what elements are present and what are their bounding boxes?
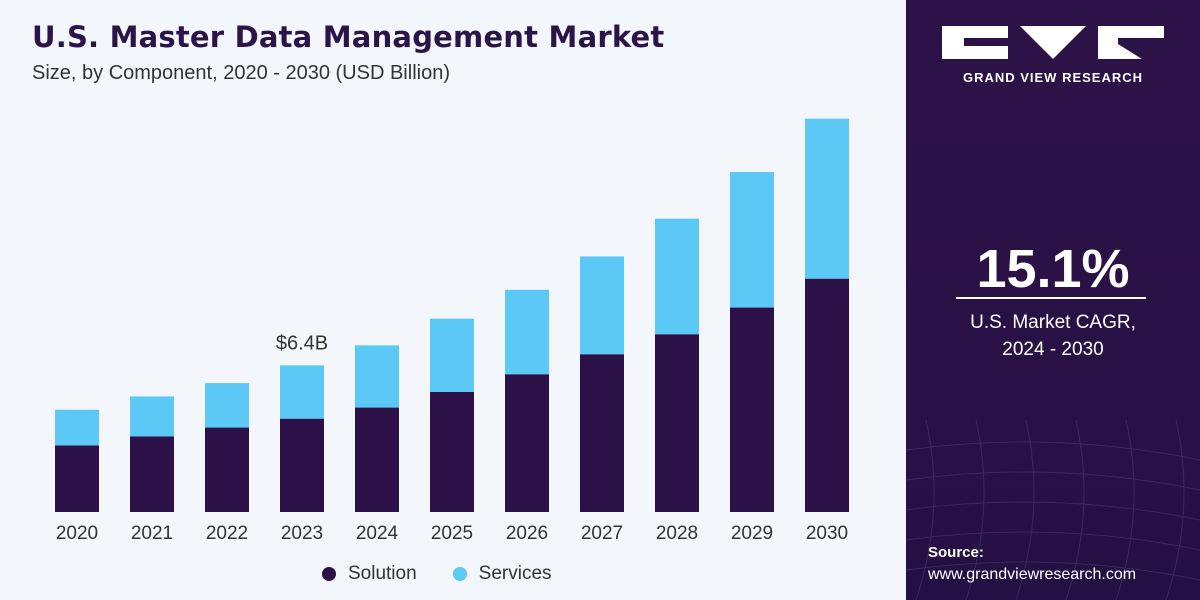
grid-decoration (906, 420, 1200, 600)
cagr-label-line2: 2024 - 2030 (1002, 339, 1104, 360)
bar-solution-2026 (505, 374, 549, 512)
source-label: Source: (928, 544, 984, 561)
bar-solution-2030 (805, 278, 849, 512)
bar-solution-2020 (55, 445, 99, 512)
bar-solution-2024 (355, 407, 399, 512)
bar-solution-2028 (655, 334, 699, 512)
chart-legend: Solution Services (322, 563, 588, 585)
bar-services-2029 (730, 172, 774, 308)
bar-services-2022 (205, 383, 249, 428)
legend-label-solution: Solution (348, 563, 417, 584)
x-tick-label-2027: 2027 (581, 523, 623, 544)
bar-services-2024 (355, 345, 399, 408)
bar-solution-2029 (730, 307, 774, 512)
bar-services-2025 (430, 318, 474, 392)
legend-item-solution: Solution (322, 563, 417, 585)
x-tick-label-2020: 2020 (56, 523, 98, 544)
x-tick-label-2030: 2030 (806, 523, 848, 544)
bar-solution-2021 (130, 436, 174, 512)
x-tick-label-2026: 2026 (506, 523, 548, 544)
chart-title: U.S. Master Data Management Market (32, 20, 665, 54)
bar-services-2023 (280, 365, 324, 419)
bar-services-2020 (55, 409, 99, 446)
bar-services-2027 (580, 256, 624, 355)
info-sidebar: GRAND VIEW RESEARCH 15.1% U.S. Market CA… (906, 0, 1200, 600)
x-tick-label-2022: 2022 (206, 523, 248, 544)
bar-services-2030 (805, 118, 849, 279)
cagr-label-line1: U.S. Market CAGR, (970, 312, 1136, 333)
bar-solution-2023 (280, 418, 324, 512)
bar-solution-2022 (205, 427, 249, 512)
cagr-label: U.S. Market CAGR, 2024 - 2030 (906, 309, 1200, 363)
bar-solution-2025 (430, 392, 474, 512)
bar-solution-2027 (580, 354, 624, 512)
legend-swatch-solution (322, 567, 336, 581)
x-tick-label-2025: 2025 (431, 523, 473, 544)
bar-services-2028 (655, 218, 699, 335)
data-label-2023: $6.4B (276, 332, 328, 354)
legend-item-services: Services (452, 563, 552, 585)
gvr-logo (942, 26, 1164, 59)
x-tick-label-2028: 2028 (656, 523, 698, 544)
x-tick-label-2023: 2023 (281, 523, 323, 544)
stacked-bar-chart: 2020 2021 2022 2023 2024 2025 2026 2027 2028 2029… (55, 118, 849, 544)
cagr-value: 15.1% (976, 239, 1130, 299)
chart-subtitle: Size, by Component, 2020 - 2030 (USD Bil… (32, 62, 450, 84)
legend-label-services: Services (478, 563, 552, 584)
x-tick-label-2024: 2024 (356, 523, 399, 544)
chart-panel: U.S. Master Data Management Market Size,… (0, 0, 906, 600)
source-link[interactable]: www.grandviewresearch.com (928, 566, 1137, 583)
bar-services-2021 (130, 396, 174, 437)
cagr-divider (956, 297, 1146, 299)
x-tick-label-2021: 2021 (131, 523, 173, 544)
x-tick-label-2029: 2029 (731, 523, 773, 544)
bar-services-2026 (505, 289, 549, 375)
brand-name: GRAND VIEW RESEARCH (962, 70, 1144, 85)
legend-swatch-services (452, 567, 467, 581)
